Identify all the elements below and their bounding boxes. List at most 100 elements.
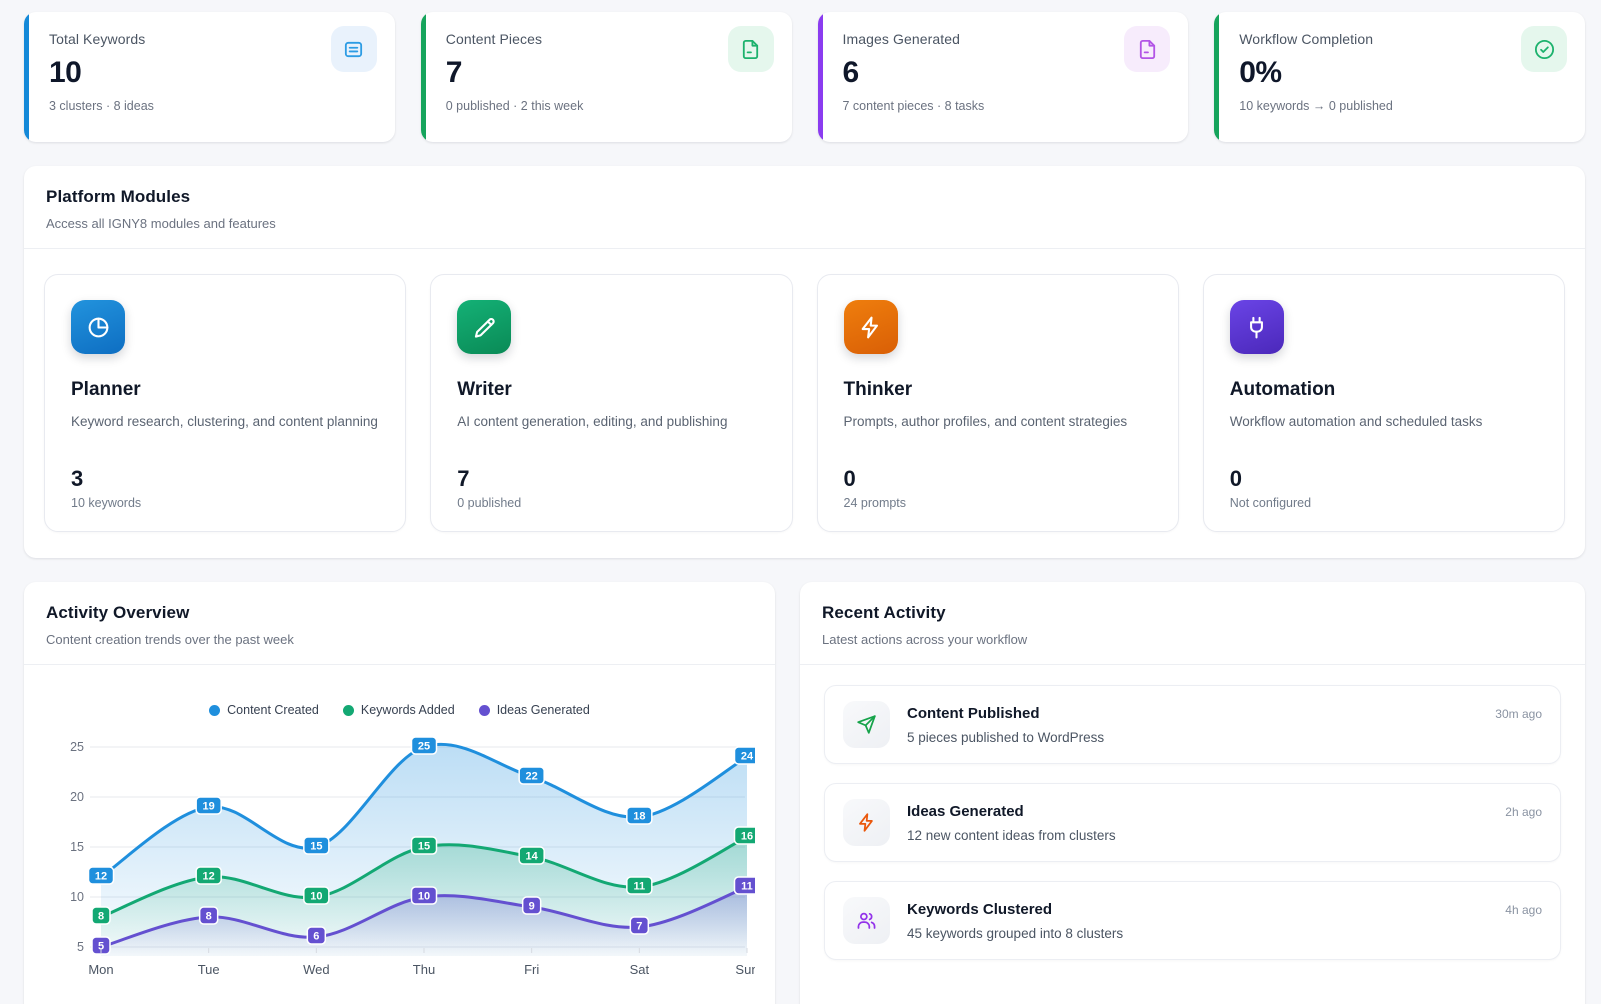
stat-value: 0% xyxy=(1239,56,1282,89)
area-fill-2 xyxy=(101,887,747,956)
stat-value: 10 xyxy=(49,56,82,89)
activity-title: Ideas Generated xyxy=(907,802,1024,820)
activity-description: 12 new content ideas from clusters xyxy=(907,827,1116,843)
module-name: Automation xyxy=(1229,379,1336,400)
x-tick-label: Fri xyxy=(524,962,539,977)
stat-icon-badge xyxy=(727,26,774,72)
legend-item-ideas-generated: Ideas Generated xyxy=(478,703,590,717)
point-label: 10 xyxy=(303,886,330,905)
module-description: AI content generation, editing, and publ… xyxy=(457,414,728,429)
stat-card-body: Total Keywords 10 3 clusters · 8 ideas xyxy=(29,12,395,142)
module-card-planner[interactable]: Planner Keyword research, clustering, and… xyxy=(44,274,407,532)
svg-text:12: 12 xyxy=(95,871,107,883)
x-tick-label: Thu xyxy=(413,962,435,977)
module-card-automation[interactable]: Automation Workflow automation and schedu… xyxy=(1202,274,1565,532)
send-icon xyxy=(857,715,876,734)
legend-dot xyxy=(478,704,490,716)
svg-text:14: 14 xyxy=(526,851,539,863)
activity-area-chart: 12 19 15 25 22 18 24 8 12 10 15 14 11 16 5 8 6 10 9 7 11 5 10 1… xyxy=(44,723,761,1004)
x-tick-label: Tue xyxy=(198,962,220,977)
activity-description: 45 keywords grouped into 8 clusters xyxy=(907,925,1124,941)
users-icon xyxy=(857,912,876,929)
svg-text:12: 12 xyxy=(203,871,215,883)
point-label: 8 xyxy=(91,906,111,925)
y-tick-label: 10 xyxy=(70,890,84,904)
stat-value: 7 xyxy=(445,56,463,89)
y-tick-label: 15 xyxy=(70,840,84,854)
activity-overview-subtitle: Content creation trends over the past we… xyxy=(46,632,294,647)
point-label: 6 xyxy=(306,926,327,945)
stat-icon-badge xyxy=(1521,26,1567,72)
point-label: 15 xyxy=(410,836,438,855)
point-label: 7 xyxy=(629,916,650,935)
svg-text:18: 18 xyxy=(633,811,645,823)
activity-title: Keywords Clustered xyxy=(907,900,1053,918)
point-label: 8 xyxy=(198,906,219,925)
plug-icon xyxy=(1250,316,1264,338)
stat-subtitle: 3 clusters · 8 ideas xyxy=(49,99,154,113)
x-tick-label: Wed xyxy=(303,962,330,977)
module-card-writer[interactable]: Writer AI content generation, editing, an… xyxy=(430,274,793,532)
recent-activity-subtitle: Latest actions across your workflow xyxy=(822,632,1028,647)
legend-item-content-created: Content Created xyxy=(209,703,319,717)
activity-item-keywords-clustered: Keywords Clustered 4h ago 45 keywords grou… xyxy=(824,881,1561,960)
svg-text:8: 8 xyxy=(98,911,104,923)
activity-icon-badge xyxy=(843,897,890,944)
x-tick-label: Sat xyxy=(630,962,650,977)
activity-timestamp: 4h ago xyxy=(1505,902,1542,917)
point-label: 5 xyxy=(91,936,111,955)
stats-row: Total Keywords 10 3 clusters · 8 ideas Cont… xyxy=(24,12,1585,142)
module-stat-label: 24 prompts xyxy=(843,496,907,510)
module-icon-badge xyxy=(1229,300,1284,354)
module-stat-label: 10 keywords xyxy=(71,496,142,510)
svg-text:25: 25 xyxy=(418,741,430,753)
activity-overview-header: Activity Overview Content creation trend… xyxy=(24,582,775,665)
stat-card-body: Workflow Completion 0% 10 keywords → 0 pub… xyxy=(1219,12,1585,142)
activity-content: Content Published 30m ago 5 pieces publish… xyxy=(907,705,1542,745)
list-icon xyxy=(345,41,363,57)
activity-content: Ideas Generated 2h ago 12 new content idea… xyxy=(907,803,1542,843)
stat-card-content-pieces: Content Pieces 7 0 published · 2 this week xyxy=(420,12,792,142)
point-label: 25 xyxy=(410,736,438,755)
x-tick-label: Mon xyxy=(88,962,113,977)
module-description: Prompts, author profiles, and content st… xyxy=(843,414,1128,429)
stat-card-body: Images Generated 6 7 content pieces · 8 ta… xyxy=(823,12,1189,142)
activity-overview-panel: Activity Overview Content creation trend… xyxy=(24,582,775,1004)
module-stat-value: 0 xyxy=(843,466,856,491)
x-tick-label: Sun xyxy=(735,962,755,977)
svg-text:24: 24 xyxy=(741,751,754,763)
stat-value: 6 xyxy=(842,56,860,89)
point-label: 9 xyxy=(521,896,542,915)
activity-item-ideas-generated: Ideas Generated 2h ago 12 new content idea… xyxy=(824,783,1561,862)
module-name: Thinker xyxy=(843,379,913,400)
svg-text:11: 11 xyxy=(634,881,646,893)
stat-title: Workflow Completion xyxy=(1239,31,1374,47)
svg-text:5: 5 xyxy=(98,941,104,953)
legend-label: Ideas Generated xyxy=(496,703,590,717)
modules-panel-title: Platform Modules xyxy=(46,187,191,206)
recent-activity-list: Content Published 30m ago 5 pieces publish… xyxy=(800,665,1585,980)
y-tick-label: 20 xyxy=(70,790,84,804)
module-card-thinker[interactable]: Thinker Prompts, author profiles, and con… xyxy=(816,274,1179,532)
chart-area: Content Created Keywords Added Ideas Gener… xyxy=(24,665,775,1004)
point-label: 14 xyxy=(518,846,545,865)
stat-title: Images Generated xyxy=(842,31,961,47)
platform-modules-panel: Platform Modules Access all IGNY8 module… xyxy=(24,166,1585,558)
activity-title: Content Published xyxy=(907,704,1040,722)
point-label: 12 xyxy=(87,866,115,885)
pie-chart-icon xyxy=(88,317,108,337)
file-icon xyxy=(742,39,759,59)
svg-text:15: 15 xyxy=(418,841,430,853)
stat-card-workflow-completion: Workflow Completion 0% 10 keywords → 0 pub… xyxy=(1214,12,1585,142)
point-label: 11 xyxy=(733,876,761,895)
activity-overview-title: Activity Overview xyxy=(46,603,190,622)
modules-grid: Planner Keyword research, clustering, and… xyxy=(24,249,1585,558)
stat-card-body: Content Pieces 7 0 published · 2 this week xyxy=(426,12,792,142)
svg-text:19: 19 xyxy=(203,801,215,813)
lightning-icon xyxy=(861,316,878,338)
activity-timestamp: 2h ago xyxy=(1505,804,1542,819)
stat-accent-stripe xyxy=(817,12,823,142)
svg-text:9: 9 xyxy=(529,901,535,913)
recent-activity-panel: Recent Activity Latest actions across yo… xyxy=(800,582,1585,1004)
svg-text:15: 15 xyxy=(310,841,322,853)
